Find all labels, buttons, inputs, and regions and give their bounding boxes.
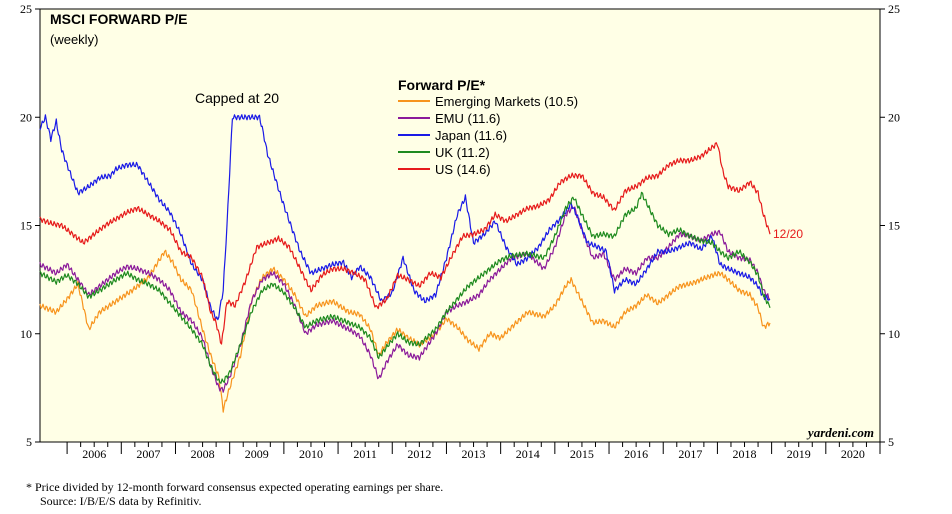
x-tick-label: 2015 — [570, 447, 594, 461]
legend-label: UK (11.2) — [435, 145, 490, 160]
y-tick-label-right: 15 — [888, 219, 900, 233]
x-tick-label: 2020 — [841, 447, 865, 461]
y-tick-label-right: 25 — [888, 2, 900, 16]
x-tick-label: 2016 — [624, 447, 648, 461]
y-tick-label-right: 10 — [888, 327, 900, 341]
y-tick-label-left: 15 — [20, 219, 32, 233]
y-tick-label-left: 10 — [20, 327, 32, 341]
series-layer — [39, 114, 771, 413]
series-line — [39, 249, 771, 413]
x-tick-label: 2008 — [191, 447, 215, 461]
y-tick-label-right: 20 — [888, 110, 900, 124]
x-tick-label: 2011 — [353, 447, 377, 461]
series-line — [39, 191, 771, 384]
legend-title: Forward P/E* — [398, 77, 486, 93]
series-line — [39, 142, 771, 345]
x-tick-label: 2019 — [787, 447, 811, 461]
watermark: yardeni.com — [806, 425, 874, 440]
y-tick-label-left: 20 — [20, 110, 32, 124]
legend: Forward P/E* Emerging Markets (10.5) EMU … — [398, 77, 578, 177]
x-tick-label: 2012 — [407, 447, 431, 461]
chart-subtitle: (weekly) — [50, 32, 98, 47]
x-tick-label: 2010 — [299, 447, 323, 461]
footnote-definition: * Price divided by 12-month forward cons… — [26, 480, 444, 494]
x-tick-label: 2006 — [82, 447, 106, 461]
legend-label: Emerging Markets (10.5) — [435, 94, 578, 109]
series-line — [39, 205, 771, 393]
capped-annotation: Capped at 20 — [195, 90, 279, 106]
end-label: 12/20 — [773, 227, 803, 241]
legend-label: EMU (11.6) — [435, 111, 501, 126]
x-tick-label: 2018 — [733, 447, 757, 461]
x-tick-label: 2017 — [678, 447, 702, 461]
series-line — [39, 114, 771, 321]
y-tick-label-right: 5 — [888, 435, 894, 449]
legend-label: Japan (11.6) — [435, 128, 507, 143]
plot-background — [39, 8, 881, 443]
x-tick-label: 2009 — [245, 447, 269, 461]
x-tick-label: 2014 — [516, 447, 540, 461]
legend-label: US (14.6) — [435, 162, 491, 177]
footnote-source: Source: I/B/E/S data by Refinitiv. — [40, 494, 202, 508]
chart-title: MSCI FORWARD P/E — [50, 11, 187, 27]
legend-items: Emerging Markets (10.5) EMU (11.6) Japan (… — [398, 94, 578, 177]
x-tick-label: 2013 — [462, 447, 486, 461]
y-tick-label-left: 25 — [20, 2, 32, 16]
x-tick-label: 2007 — [136, 447, 160, 461]
y-tick-label-left: 5 — [26, 435, 32, 449]
